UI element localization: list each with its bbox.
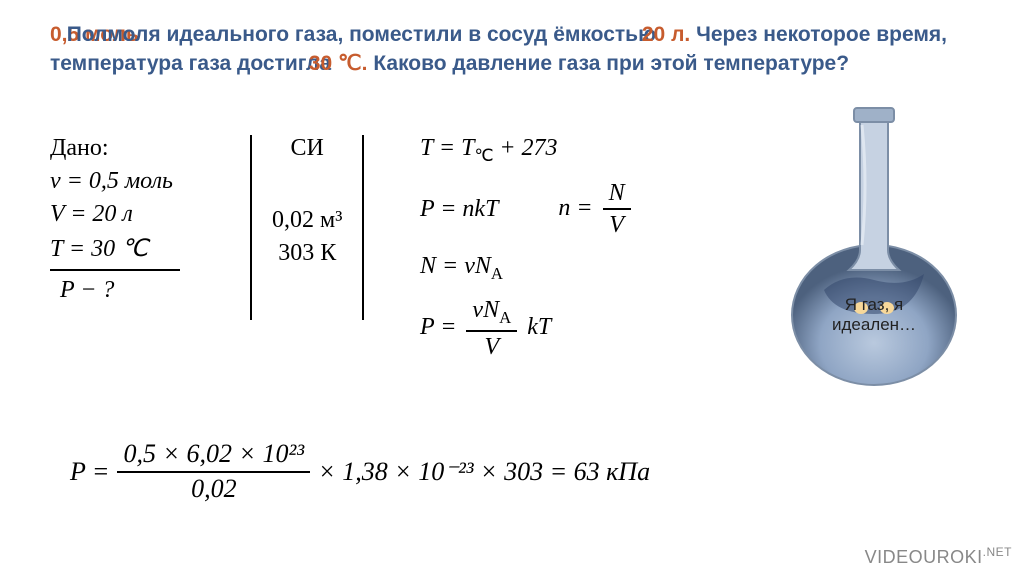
- si-block: СИ 0,02 м³ 303 К: [250, 135, 364, 320]
- vol-highlight: 20 л.: [642, 23, 690, 46]
- given-divider: [50, 269, 180, 271]
- problem-p4: Каково давление газа при этой температур…: [373, 52, 849, 75]
- p-nkt: P = nkT: [420, 196, 498, 223]
- si-title: СИ: [272, 135, 342, 162]
- temp-highlight: 30 ℃.: [309, 52, 368, 75]
- solution-block: T = T℃ + 273 P = nkT n = N V N = νNA P =…: [420, 135, 635, 374]
- problem-statement: 0,5 моль Полмоля идеального газа, помест…: [50, 20, 994, 79]
- si-v: 0,02 м³: [272, 207, 342, 234]
- n-eq: n = N V: [558, 180, 634, 239]
- watermark: VIDEOUROKI.NET: [865, 545, 1012, 568]
- given-block: Дано: ν = 0,5 моль V = 20 л T = 30 ℃ P −…: [50, 135, 180, 310]
- given-v: V = 20 л: [50, 201, 180, 228]
- given-title: Дано:: [50, 135, 180, 162]
- flask-svg: [764, 90, 984, 390]
- given-nu: ν = 0,5 моль: [50, 168, 180, 195]
- final-calculation: P = 0,5 × 6,02 × 10²³ 0,02 × 1,38 × 10⁻²…: [70, 440, 650, 503]
- flask-illustration: Я газ, я идеален…: [764, 90, 984, 390]
- problem-p1: Полмоля: [67, 23, 161, 46]
- temp-conversion: T = T℃ + 273: [420, 135, 635, 166]
- N-eq: N = νNA: [420, 253, 635, 284]
- given-t: T = 30 ℃: [50, 234, 180, 263]
- flask-caption: Я газ, я идеален…: [764, 295, 984, 335]
- P-full: P = νNA V kT: [420, 297, 635, 360]
- si-t: 303 К: [272, 240, 342, 267]
- p-and-n-row: P = nkT n = N V: [420, 180, 635, 239]
- given-unknown: P − ?: [50, 277, 180, 304]
- problem-p2: идеального газа, поместили в сосуд ёмкос…: [166, 23, 656, 46]
